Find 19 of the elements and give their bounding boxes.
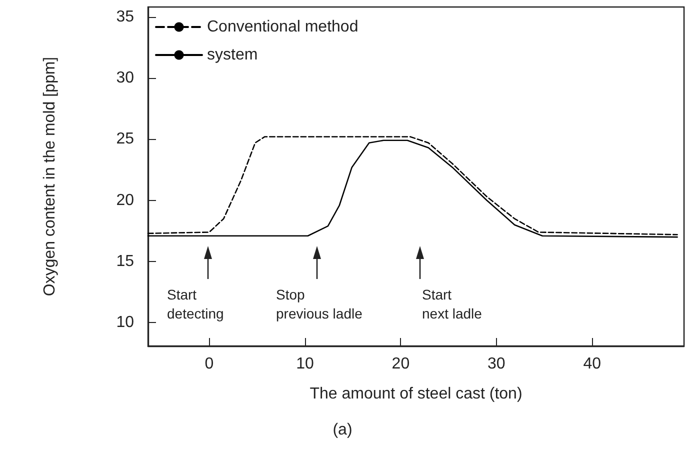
x-tick-label: 0 xyxy=(204,356,214,372)
annotation: Stop previous ladle xyxy=(276,286,363,322)
y-tick-label: 30 xyxy=(116,69,134,86)
x-tick-label: 10 xyxy=(296,356,314,372)
x-tick-label: 20 xyxy=(392,356,410,372)
annotation: Start next ladle xyxy=(422,286,482,322)
y-tick-label: 15 xyxy=(116,253,134,270)
legend-label: Conventional method xyxy=(207,18,358,36)
y-tick-label: 25 xyxy=(116,130,134,148)
y-tick-label: 10 xyxy=(116,314,134,332)
legend-label: system xyxy=(207,46,258,64)
x-tick-label: 30 xyxy=(488,356,506,372)
text: (a) xyxy=(332,422,352,438)
annotation: Start detecting xyxy=(167,286,224,322)
y-tick-label: 35 xyxy=(116,8,134,26)
y-tick-label: 20 xyxy=(116,192,134,209)
x-tick-label: 40 xyxy=(583,356,602,372)
x-axis-title: The amount of steel cast (ton) xyxy=(310,386,522,402)
y-axis-title: Oxygen content in the mold [ppm] xyxy=(42,56,58,296)
